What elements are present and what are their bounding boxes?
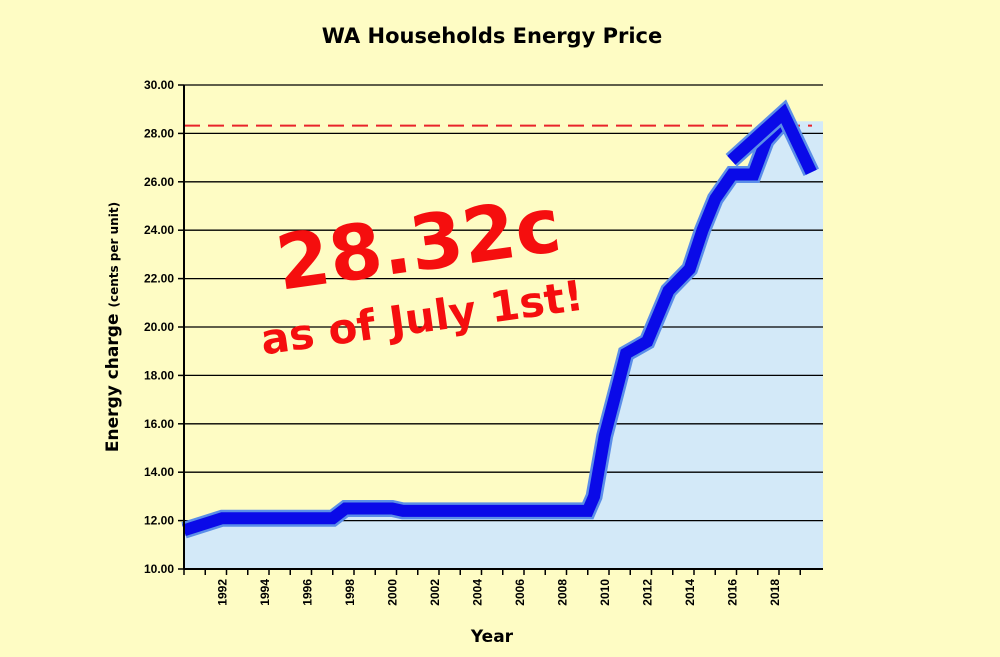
y-tick-label: 14.00 (144, 465, 174, 479)
y-tick-label: 10.00 (144, 562, 174, 576)
area-layer (184, 121, 823, 570)
x-tick-label: 1992 (215, 579, 229, 606)
y-tick-label: 12.00 (144, 514, 174, 528)
y-tick-label: 22.00 (144, 272, 174, 286)
y-axis-label: Energy charge (cents per unit) (103, 202, 123, 452)
x-axis-label: Year (470, 627, 514, 647)
grid-layer (184, 84, 823, 570)
x-tick-label: 2008 (555, 579, 569, 606)
x-tick-label: 2006 (513, 579, 527, 606)
x-tick-label: 1994 (258, 579, 272, 606)
x-tick-label: 1998 (343, 579, 357, 606)
y-tick-label: 18.00 (144, 368, 174, 382)
line-layer (181, 99, 819, 539)
x-tick-label: 2018 (768, 579, 782, 606)
series-area (184, 121, 823, 570)
y-tick-label: 26.00 (144, 175, 174, 189)
series-arrow-head (727, 103, 817, 175)
x-tick-label: 2012 (640, 579, 654, 606)
chart-title: WA Households Energy Price (322, 24, 662, 48)
y-axis-label-unit: (cents per unit) (107, 202, 121, 308)
x-tick-label: 1996 (300, 579, 314, 606)
x-tick-label: 2016 (725, 579, 739, 606)
x-tick-label: 2010 (598, 579, 612, 606)
x-tick-label: 2002 (428, 579, 442, 606)
axis-layer: 10.00 12.00 14.00 16.00 18.00 20.00 22.00 24.00… (144, 78, 823, 606)
y-tick-label: 20.00 (144, 320, 174, 334)
x-tick-label: 2014 (683, 579, 697, 606)
series-line (182, 117, 788, 537)
y-tick-label: 24.00 (144, 223, 174, 237)
x-tick-label: 2000 (385, 579, 399, 606)
y-tick-label: 16.00 (144, 417, 174, 431)
y-tick-label: 30.00 (144, 78, 174, 92)
y-axis-label-main: Energy charge (103, 314, 123, 453)
y-tick-label: 28.00 (144, 126, 174, 140)
x-tick-label: 2004 (470, 579, 484, 606)
